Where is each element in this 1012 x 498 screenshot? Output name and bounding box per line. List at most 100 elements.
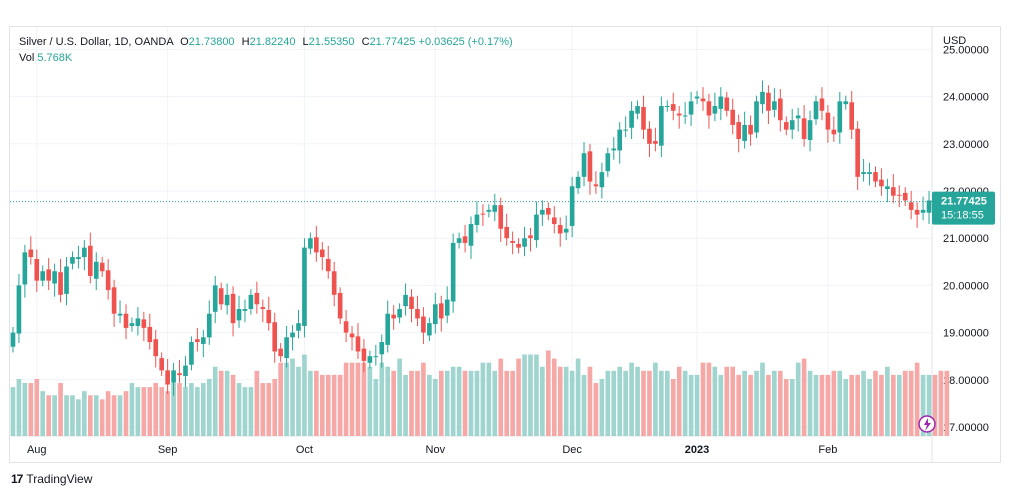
volume-bar (534, 354, 539, 436)
volume-bar (337, 374, 343, 436)
volume-bar (730, 366, 736, 436)
tradingview-brand[interactable]: 17 TradingView (11, 472, 92, 486)
volume-bar (319, 374, 325, 436)
candle-body (807, 120, 813, 141)
volume-bar (361, 362, 367, 436)
volume-bar (712, 366, 718, 436)
y-tick-label: 23.00000 (943, 139, 989, 151)
volume-bar (795, 362, 801, 436)
y-tick-label: 19.00000 (943, 328, 989, 340)
volume-bar (528, 354, 533, 436)
candle-body (789, 120, 795, 130)
volume-bar (468, 370, 474, 436)
candle-body (742, 124, 747, 141)
volume-bar (260, 383, 266, 436)
volume-bar (87, 395, 93, 436)
candle-body (260, 307, 266, 309)
candle-body (879, 179, 884, 187)
candle-body (706, 101, 712, 116)
candle-body (718, 96, 724, 109)
candle-body (825, 112, 831, 130)
candle-body (165, 370, 170, 385)
volume-bar (700, 362, 706, 436)
candle-body (599, 172, 605, 188)
volume-bar (314, 370, 319, 436)
volume-bar (22, 383, 28, 436)
volume-bar (748, 374, 753, 436)
candle-body (403, 294, 408, 307)
volume-bar (855, 374, 860, 436)
volume-bar (670, 378, 676, 436)
volume-bar (706, 362, 712, 436)
volume-bar (141, 387, 147, 436)
volume-bar (914, 362, 920, 436)
candle-body (99, 262, 105, 272)
volume-bar (879, 374, 884, 436)
volume-bar (635, 366, 640, 436)
candle-body (486, 209, 492, 212)
volume-bar (111, 395, 117, 436)
candle-body (147, 326, 153, 343)
candle-body (896, 194, 902, 196)
volume-bar (825, 374, 831, 436)
candle-body (653, 140, 658, 144)
volume-bar (540, 366, 545, 436)
x-tick-label: Dec (562, 444, 582, 456)
candle-body (135, 318, 141, 326)
volume-bar (783, 378, 789, 436)
volume-bar (284, 362, 289, 436)
candle-body (504, 226, 510, 239)
candle-body (920, 209, 926, 213)
volume-bar (177, 383, 182, 436)
candle-body (540, 209, 545, 215)
volume-bar (438, 370, 444, 436)
volume-bar (129, 383, 135, 436)
candle-body (605, 153, 611, 172)
volume-bar (664, 370, 670, 436)
y-tick-label: 17.00000 (943, 422, 989, 434)
volume-bar (902, 370, 908, 436)
volume-bar (831, 370, 837, 436)
candle-body (123, 313, 129, 328)
y-tick-label: 18.00000 (943, 375, 989, 387)
volume-bar (760, 362, 765, 436)
volume-bar (605, 370, 611, 436)
volume-bar (581, 374, 587, 436)
candle-body (415, 309, 420, 319)
candle-body (409, 296, 414, 309)
volume-label: Vol (19, 52, 35, 64)
candle-body (189, 342, 194, 365)
volume-bar (58, 383, 63, 436)
volume-bar (498, 358, 504, 436)
volume-bar (278, 362, 283, 436)
candle-body (908, 202, 914, 210)
candle-body (248, 294, 254, 309)
candle-body (397, 309, 402, 318)
candle-body (664, 106, 670, 108)
volume-bar (510, 370, 515, 436)
volume-bar (653, 362, 658, 436)
volume-bar (944, 370, 950, 436)
candle-body (783, 122, 789, 130)
candle-body (308, 238, 313, 249)
x-tick-label: Nov (426, 444, 446, 456)
candle-body (284, 337, 289, 359)
volume-bar (843, 378, 849, 436)
candle-body (266, 309, 272, 324)
volume-bar (766, 374, 771, 436)
candle-body (498, 205, 504, 229)
candle-body (331, 271, 337, 295)
y-tick-label: 25.00000 (943, 44, 989, 56)
candle-body (694, 96, 700, 99)
candle-body (40, 271, 46, 281)
candle-body (355, 336, 361, 352)
volume-bar (486, 362, 492, 436)
candle-body (16, 285, 22, 334)
candle-body (837, 101, 843, 133)
volume-bar (28, 383, 34, 436)
candle-body (760, 91, 765, 105)
candle-body (373, 356, 379, 358)
candle-body (617, 129, 623, 151)
volume-bar (349, 362, 355, 436)
